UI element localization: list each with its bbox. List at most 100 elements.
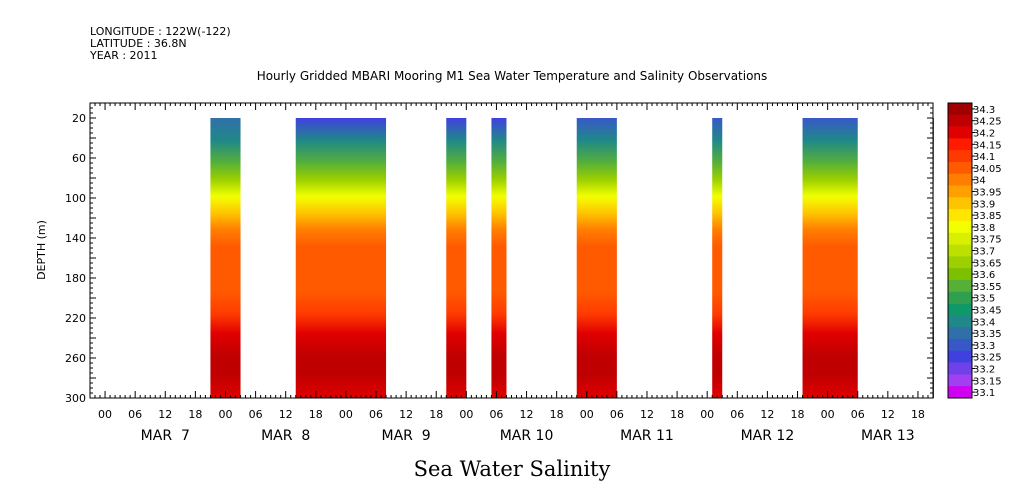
x-hour-label: 18: [188, 408, 202, 421]
chart-title: Hourly Gridded MBARI Mooring M1 Sea Wate…: [257, 69, 768, 83]
x-hour-label: 12: [640, 408, 654, 421]
colorbar-swatch: [948, 173, 972, 186]
x-day-label: MAR 13: [861, 428, 915, 444]
data-segment: [210, 118, 241, 398]
colorbar-label: 34.2: [973, 129, 995, 140]
x-hour-label: 00: [339, 408, 353, 421]
y-tick-label: 220: [65, 312, 86, 325]
x-hour-label: 00: [98, 408, 112, 421]
y-tick-label: 260: [65, 352, 86, 365]
x-hour-label: 12: [881, 408, 895, 421]
colorbar: 34.334.2534.234.1534.134.053433.9533.933…: [947, 102, 1002, 399]
colorbar-label: 33.6: [973, 270, 995, 281]
x-day-label: MAR 11: [620, 428, 674, 444]
y-axis: 20 60 100 140 180 220 260 300: [65, 102, 933, 405]
y-tick-label: 60: [72, 152, 86, 165]
colorbar-label: 34.25: [973, 117, 1002, 128]
colorbar-swatch: [948, 126, 972, 139]
colorbar-label: 34: [973, 176, 986, 187]
data-segment: [712, 118, 723, 398]
colorbar-swatch: [948, 256, 972, 269]
year-label: YEAR : 2011: [89, 49, 158, 62]
x-hour-label: 12: [399, 408, 413, 421]
x-hour-label: 18: [670, 408, 684, 421]
latitude-label: LATITUDE : 36.8N: [90, 37, 187, 50]
data-segments: [210, 118, 934, 398]
colorbar-label: 33.55: [973, 282, 1002, 293]
y-tick-label: 140: [65, 232, 86, 245]
colorbar-label: 33.75: [973, 235, 1002, 246]
x-axis: 00 06 12 18 00 06 12 18 00 06 12 18 00 06 12 18 00 06 12 18…: [89, 103, 934, 444]
colorbar-swatch: [948, 244, 972, 257]
colorbar-label: 33.95: [973, 188, 1002, 199]
x-hour-label: 12: [520, 408, 534, 421]
x-hour-label: 06: [610, 408, 624, 421]
x-hour-label: 18: [791, 408, 805, 421]
variable-label: Sea Water Salinity: [414, 457, 611, 481]
colorbar-label: 33.5: [973, 294, 995, 305]
colorbar-swatch: [948, 162, 972, 175]
colorbar-label: 33.85: [973, 211, 1002, 222]
colorbar-label: 33.2: [973, 365, 995, 376]
x-hour-label: 18: [550, 408, 564, 421]
colorbar-swatch: [948, 350, 972, 363]
colorbar-swatch: [948, 103, 972, 116]
x-hour-label: 18: [309, 408, 323, 421]
colorbar-label: 33.8: [973, 223, 995, 234]
colorbar-swatch: [948, 374, 972, 387]
colorbar-swatch: [948, 209, 972, 222]
colorbar-label: 34.1: [973, 152, 995, 163]
data-segment: [491, 118, 507, 398]
x-hour-label: 00: [218, 408, 232, 421]
colorbar-label: 33.25: [973, 353, 1002, 364]
x-hour-label: 00: [580, 408, 594, 421]
colorbar-label: 33.7: [973, 247, 995, 258]
colorbar-label: 34.15: [973, 140, 1002, 151]
colorbar-swatch: [948, 362, 972, 375]
y-tick-label: 180: [65, 272, 86, 285]
x-hour-label: 06: [369, 408, 383, 421]
colorbar-swatch: [948, 232, 972, 245]
x-hour-label: 06: [249, 408, 263, 421]
colorbar-label: 33.45: [973, 306, 1002, 317]
x-day-label: MAR 12: [741, 428, 795, 444]
data-segment: [446, 118, 467, 398]
colorbar-swatch: [948, 339, 972, 352]
colorbar-label: 33.9: [973, 199, 995, 210]
colorbar-label: 33.1: [973, 388, 995, 399]
x-hour-label: 18: [911, 408, 925, 421]
x-hour-label: 00: [459, 408, 473, 421]
data-segment: [295, 118, 387, 398]
colorbar-swatch: [948, 327, 972, 340]
x-hour-label: 06: [730, 408, 744, 421]
colorbar-swatch: [948, 138, 972, 151]
x-day-label: MAR 7: [141, 428, 190, 444]
y-axis-label: DEPTH (m): [35, 220, 48, 280]
x-hour-label: 06: [128, 408, 142, 421]
x-hour-label: 18: [429, 408, 443, 421]
colorbar-swatch: [948, 114, 972, 127]
colorbar-label: 34.3: [973, 105, 995, 116]
colorbar-swatch: [948, 221, 972, 234]
data-segment: [576, 118, 617, 398]
colorbar-swatch: [948, 197, 972, 210]
x-hour-label: 12: [279, 408, 293, 421]
x-hour-label: 00: [821, 408, 835, 421]
x-day-label: MAR 8: [261, 428, 310, 444]
x-hour-label: 06: [851, 408, 865, 421]
colorbar-swatch: [948, 150, 972, 163]
colorbar-swatch: [948, 386, 972, 399]
colorbar-label: 33.65: [973, 258, 1002, 269]
data-segment: [802, 118, 858, 398]
colorbar-label: 33.35: [973, 329, 1002, 340]
y-tick-label: 100: [65, 192, 86, 205]
x-day-label: MAR 9: [382, 428, 431, 444]
x-hour-label: 12: [158, 408, 172, 421]
x-hour-label: 00: [700, 408, 714, 421]
colorbar-swatch: [948, 268, 972, 281]
colorbar-swatch: [948, 291, 972, 304]
y-tick-label: 20: [72, 112, 86, 125]
x-hour-label: 06: [489, 408, 503, 421]
colorbar-label: 33.15: [973, 376, 1002, 387]
